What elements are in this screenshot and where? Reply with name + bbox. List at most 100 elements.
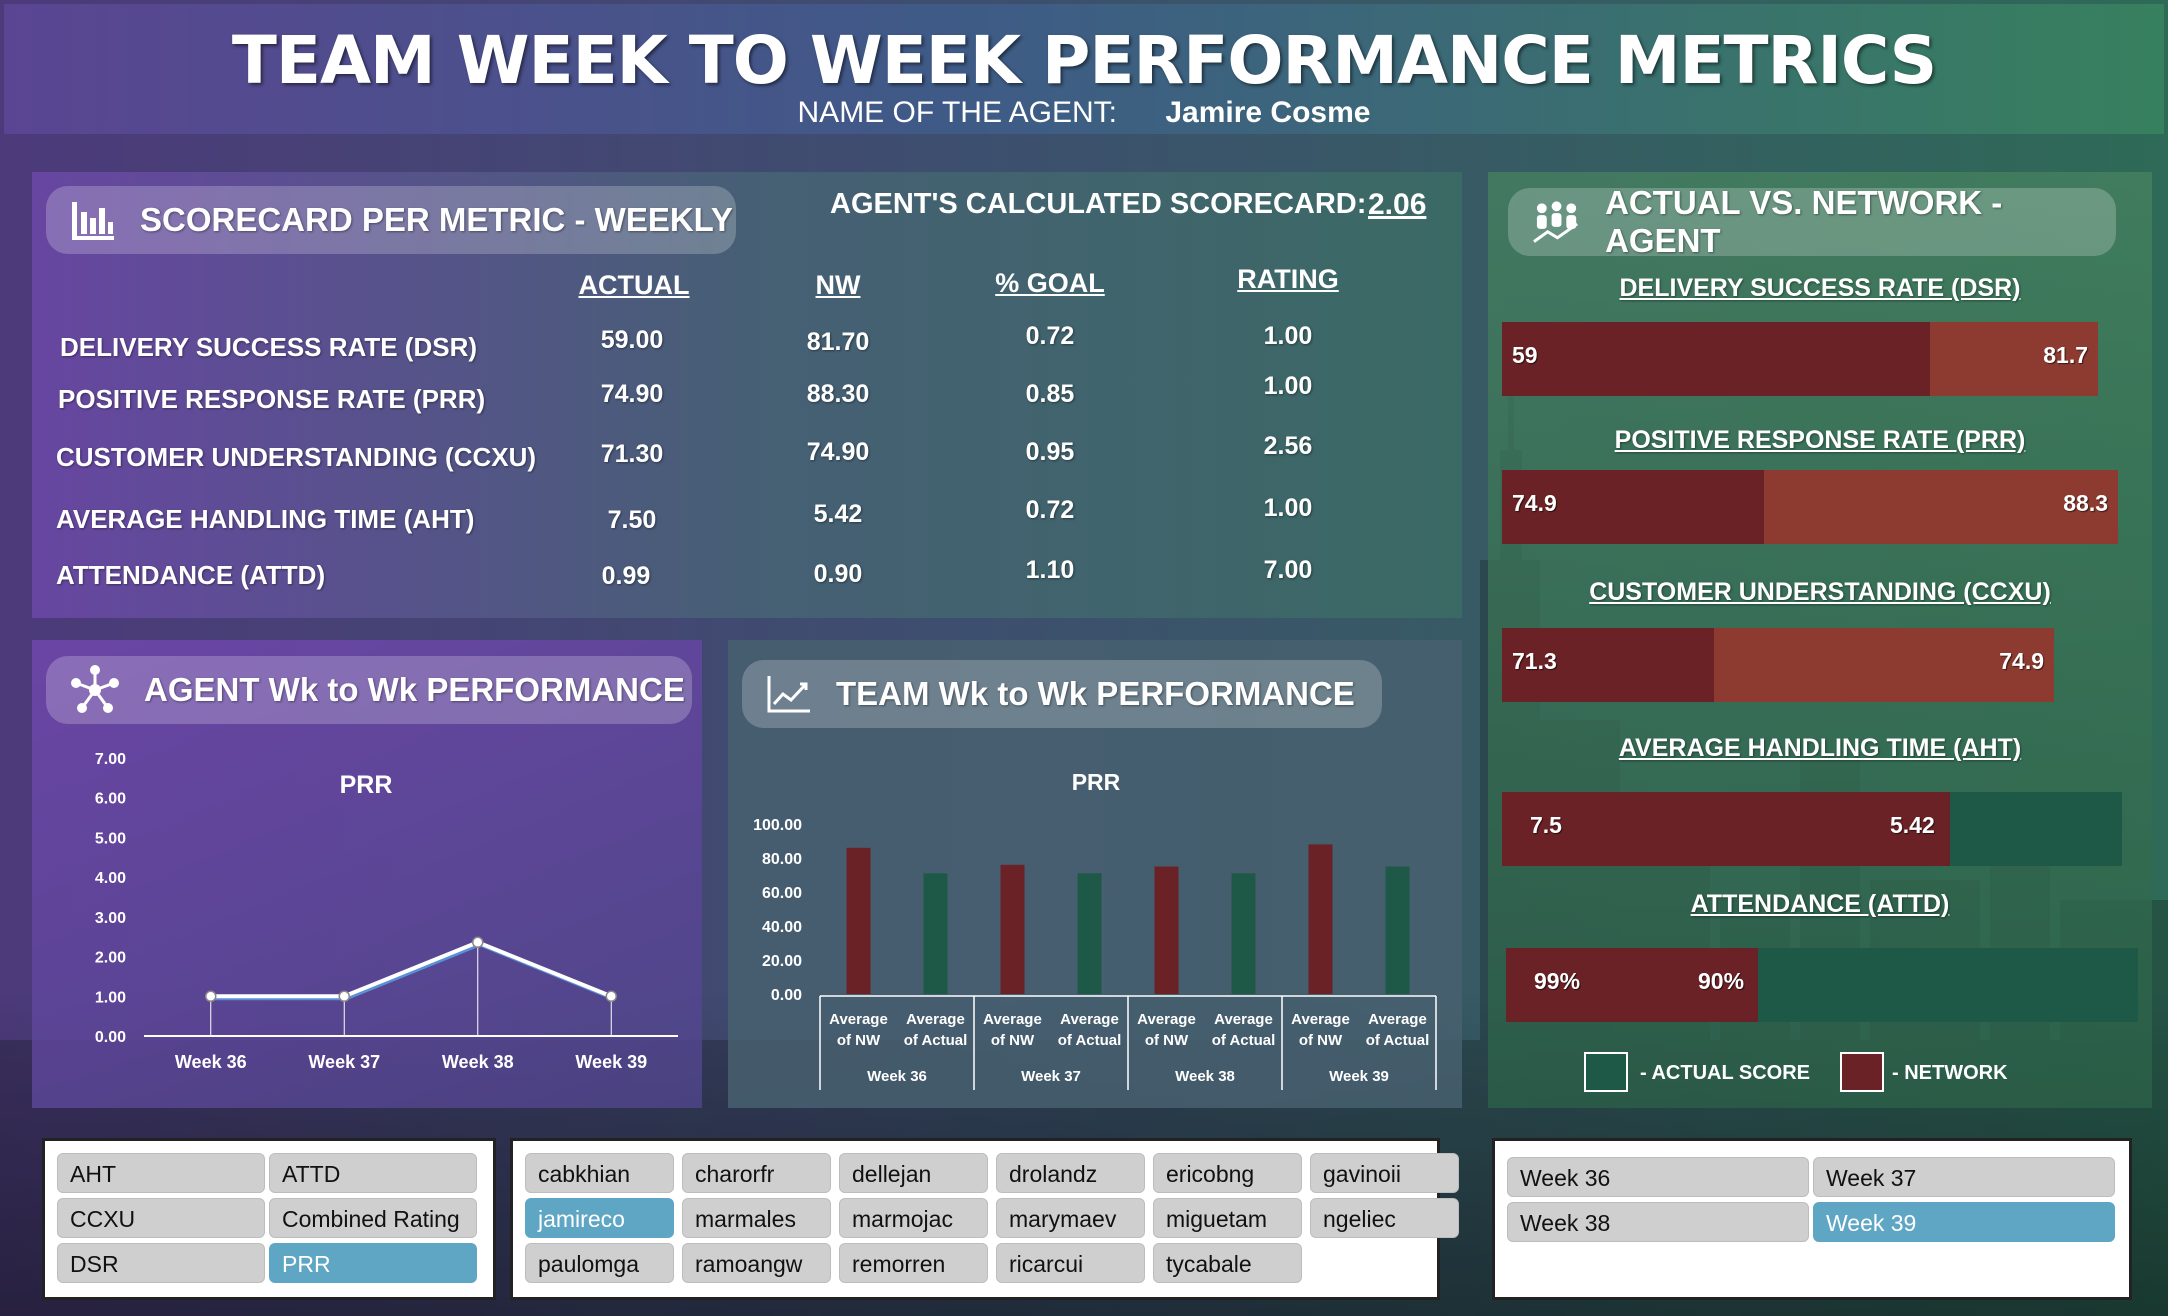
slicer-item-gavinoii[interactable]: gavinoii xyxy=(1310,1153,1459,1193)
col-header-goal: % GOAL xyxy=(995,268,1105,298)
row-label: CUSTOMER UNDERSTANDING (CCXU) xyxy=(56,442,537,472)
agent-performance-panel: AGENT Wk to Wk PERFORMANCE PRR 0.00 1.00 2.… xyxy=(32,640,702,1108)
agent-performance-title: AGENT Wk to Wk PERFORMANCE xyxy=(144,671,685,708)
slicer-item-dsr[interactable]: DSR xyxy=(57,1243,265,1283)
slicer-item-cabkhian[interactable]: cabkhian xyxy=(525,1153,674,1193)
agent-name-label: NAME OF THE AGENT: xyxy=(797,96,1118,129)
nw-value: 5.42 xyxy=(813,500,863,528)
people-chart-icon xyxy=(1533,201,1578,243)
line-chart-icon xyxy=(767,676,810,713)
actual-value-label: 99% xyxy=(1534,968,1581,994)
metric-label-prr: POSITIVE RESPONSE RATE (PRR) xyxy=(1614,426,2026,454)
x-tick-label: Week 38 xyxy=(442,1052,514,1072)
network-value-label: 88.3 xyxy=(2063,490,2108,516)
actual-value-label: 59 xyxy=(1512,342,1538,368)
network-value-label: 90% xyxy=(1698,968,1745,994)
chart-title: PRR xyxy=(340,771,393,799)
slicer-item-week-38[interactable]: Week 38 xyxy=(1507,1202,1809,1242)
y-tick-label: 60.00 xyxy=(762,885,802,902)
slicer-item-ricarcui[interactable]: ricarcui xyxy=(996,1243,1145,1283)
y-tick-label: 7.00 xyxy=(95,751,126,768)
slicer-item-marmojac[interactable]: marmojac xyxy=(839,1198,988,1238)
slicer-item-attd[interactable]: ATTD xyxy=(269,1153,477,1193)
bar xyxy=(1308,844,1333,994)
team-bar-chart: PRR 0.00 20.00 40.00 60.00 80.00 100.00 Average… xyxy=(753,769,1437,1090)
network-value-label: 81.7 xyxy=(2043,342,2088,368)
goal-value: 0.72 xyxy=(1025,496,1075,524)
legend-swatch-network xyxy=(1840,1052,1884,1092)
group-label: Week 36 xyxy=(867,1068,927,1085)
sub-category-label: Average of Actual xyxy=(1212,1011,1276,1049)
sub-category-label: Average of NW xyxy=(829,1011,888,1049)
chart-title: PRR xyxy=(1072,769,1121,795)
actual-value: 59.00 xyxy=(600,326,664,354)
y-tick-label: 0.00 xyxy=(95,1029,126,1046)
series-line xyxy=(210,940,613,999)
metric-label-aht: AVERAGE HANDLING TIME (AHT) xyxy=(1618,734,2022,762)
y-tick-label: 6.00 xyxy=(95,791,126,808)
slicer-item-aht[interactable]: AHT xyxy=(57,1153,265,1193)
metric-label-ccxu: CUSTOMER UNDERSTANDING (CCXU) xyxy=(1589,578,2051,606)
slicer-item-marymaev[interactable]: marymaev xyxy=(996,1198,1145,1238)
x-tick-label: Week 39 xyxy=(575,1052,647,1072)
sub-category-label: Average of Actual xyxy=(904,1011,968,1049)
metric-bar-fill xyxy=(1502,322,1930,396)
row-label: AVERAGE HANDLING TIME (AHT) xyxy=(56,504,475,534)
slicer-item-jamireco[interactable]: jamireco xyxy=(525,1198,674,1238)
agent-slicer: cabkhian charorfr dellejan drolandz ericobng… xyxy=(510,1138,1459,1300)
y-tick-label: 0.00 xyxy=(771,987,802,1004)
slicer-item-dellejan[interactable]: dellejan xyxy=(839,1153,988,1193)
slicer-item-week-39[interactable]: Week 39 xyxy=(1813,1202,2115,1242)
rating-value: 1.00 xyxy=(1263,322,1313,350)
slicer-item-tycabale[interactable]: tycabale xyxy=(1153,1243,1302,1283)
x-tick-label: Week 37 xyxy=(308,1052,380,1072)
calculated-scorecard-label: AGENT'S CALCULATED SCORECARD: xyxy=(830,188,1367,220)
actual-value: 71.30 xyxy=(600,440,664,468)
slicer-item-ramoangw[interactable]: ramoangw xyxy=(682,1243,831,1283)
bar xyxy=(1000,864,1025,994)
goal-value: 0.85 xyxy=(1025,380,1075,408)
metric-label-attd: ATTENDANCE (ATTD) xyxy=(1690,890,1950,918)
actual-value: 74.90 xyxy=(600,380,664,408)
sub-category-label: Average of NW xyxy=(983,1011,1042,1049)
slicer-item-charorfr[interactable]: charorfr xyxy=(682,1153,831,1193)
agent-name-line: NAME OF THE AGENT: Jamire Cosme xyxy=(0,96,2168,130)
scorecard-panel: SCORECARD PER METRIC - WEEKLY AGENT'S CA… xyxy=(32,172,1462,618)
sub-category-label: Average of NW xyxy=(1137,1011,1196,1049)
metric-bar-track: 99% 90% xyxy=(1506,948,2138,1022)
network-icon xyxy=(71,665,119,713)
slicer-item-ngeliec[interactable]: ngeliec xyxy=(1310,1198,1459,1238)
week-slicer: Week 36 Week 37 Week 38 Week 39 xyxy=(1492,1138,2132,1300)
slicer-item-week-37[interactable]: Week 37 xyxy=(1813,1157,2115,1197)
bar xyxy=(1385,866,1410,994)
metric-bar-fill xyxy=(1502,792,1950,866)
slicer-item-ccxu[interactable]: CCXU xyxy=(57,1198,265,1238)
slicer-item-miguetam[interactable]: miguetam xyxy=(1153,1198,1302,1238)
slicer-item-paulomga[interactable]: paulomga xyxy=(525,1243,674,1283)
slicer-item-combined-rating[interactable]: Combined Rating xyxy=(269,1198,477,1238)
metric-bar-track: 74.9 88.3 xyxy=(1502,470,2118,544)
slicer-item-drolandz[interactable]: drolandz xyxy=(996,1153,1145,1193)
calculated-scorecard-value: 2.06 xyxy=(1368,188,1427,221)
sub-category-label: Average of Actual xyxy=(1366,1011,1430,1049)
bar xyxy=(1231,873,1256,994)
data-point xyxy=(605,990,617,1003)
team-performance-header: TEAM Wk to Wk PERFORMANCE xyxy=(742,660,1382,728)
dashboard-title: TEAM WEEK TO WEEK PERFORMANCE METRICS xyxy=(231,22,1937,99)
row-label: ATTENDANCE (ATTD) xyxy=(56,560,326,590)
slicer-item-remorren[interactable]: remorren xyxy=(839,1243,988,1283)
rating-value: 1.00 xyxy=(1263,494,1313,522)
actual-vs-network-header: ACTUAL VS. NETWORK - AGENT xyxy=(1508,184,2116,259)
bar-chart-icon xyxy=(72,202,114,240)
bar xyxy=(923,873,948,994)
nw-value: 74.90 xyxy=(806,438,870,466)
metric-bar-fill xyxy=(1502,470,1764,544)
rating-value: 7.00 xyxy=(1263,556,1313,584)
slicer-item-week-36[interactable]: Week 36 xyxy=(1507,1157,1809,1197)
slicer-item-ericobng[interactable]: ericobng xyxy=(1153,1153,1302,1193)
legend-swatch-actual xyxy=(1584,1052,1628,1092)
slicer-item-marmales[interactable]: marmales xyxy=(682,1198,831,1238)
slicer-item-prr[interactable]: PRR xyxy=(269,1243,477,1283)
team-performance-panel: TEAM Wk to Wk PERFORMANCE PRR 0.00 20.00 40… xyxy=(728,640,1462,1108)
